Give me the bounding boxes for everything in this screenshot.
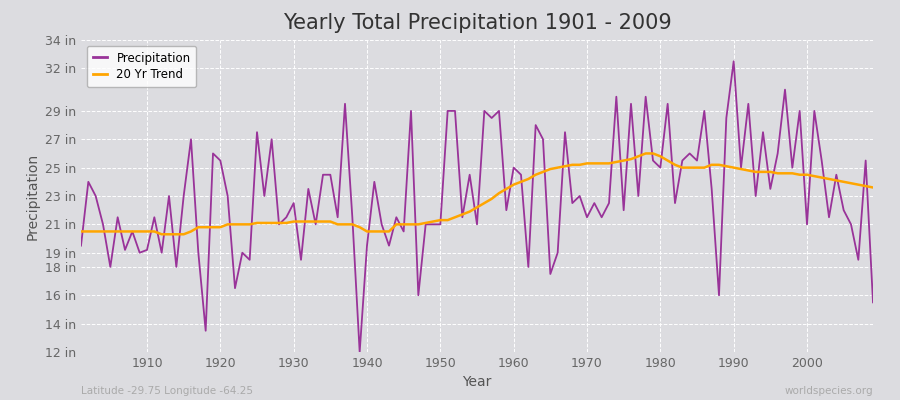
Precipitation [355,350,365,354]
20 Yr Trend [640,151,651,156]
Precipitation [76,243,86,248]
20 Yr Trend [346,222,357,227]
Precipitation [868,300,878,305]
20 Yr Trend [134,229,145,234]
Precipitation [604,201,615,206]
20 Yr Trend [508,182,519,187]
X-axis label: Year: Year [463,376,491,390]
Line: Precipitation: Precipitation [81,61,873,352]
Text: Latitude -29.75 Longitude -64.25: Latitude -29.75 Longitude -64.25 [81,386,253,396]
Precipitation [516,172,526,177]
Precipitation [295,258,306,262]
Precipitation [728,59,739,64]
Precipitation [508,165,519,170]
Title: Yearly Total Precipitation 1901 - 2009: Yearly Total Precipitation 1901 - 2009 [283,13,671,33]
Legend: Precipitation, 20 Yr Trend: Precipitation, 20 Yr Trend [87,46,196,87]
20 Yr Trend [516,180,526,184]
20 Yr Trend [157,232,167,237]
Text: worldspecies.org: worldspecies.org [785,386,873,396]
Y-axis label: Precipitation: Precipitation [25,152,40,240]
20 Yr Trend [303,219,314,224]
20 Yr Trend [604,161,615,166]
Line: 20 Yr Trend: 20 Yr Trend [81,154,873,234]
Precipitation [339,102,350,106]
20 Yr Trend [868,185,878,190]
Precipitation [134,250,145,255]
20 Yr Trend [76,229,86,234]
